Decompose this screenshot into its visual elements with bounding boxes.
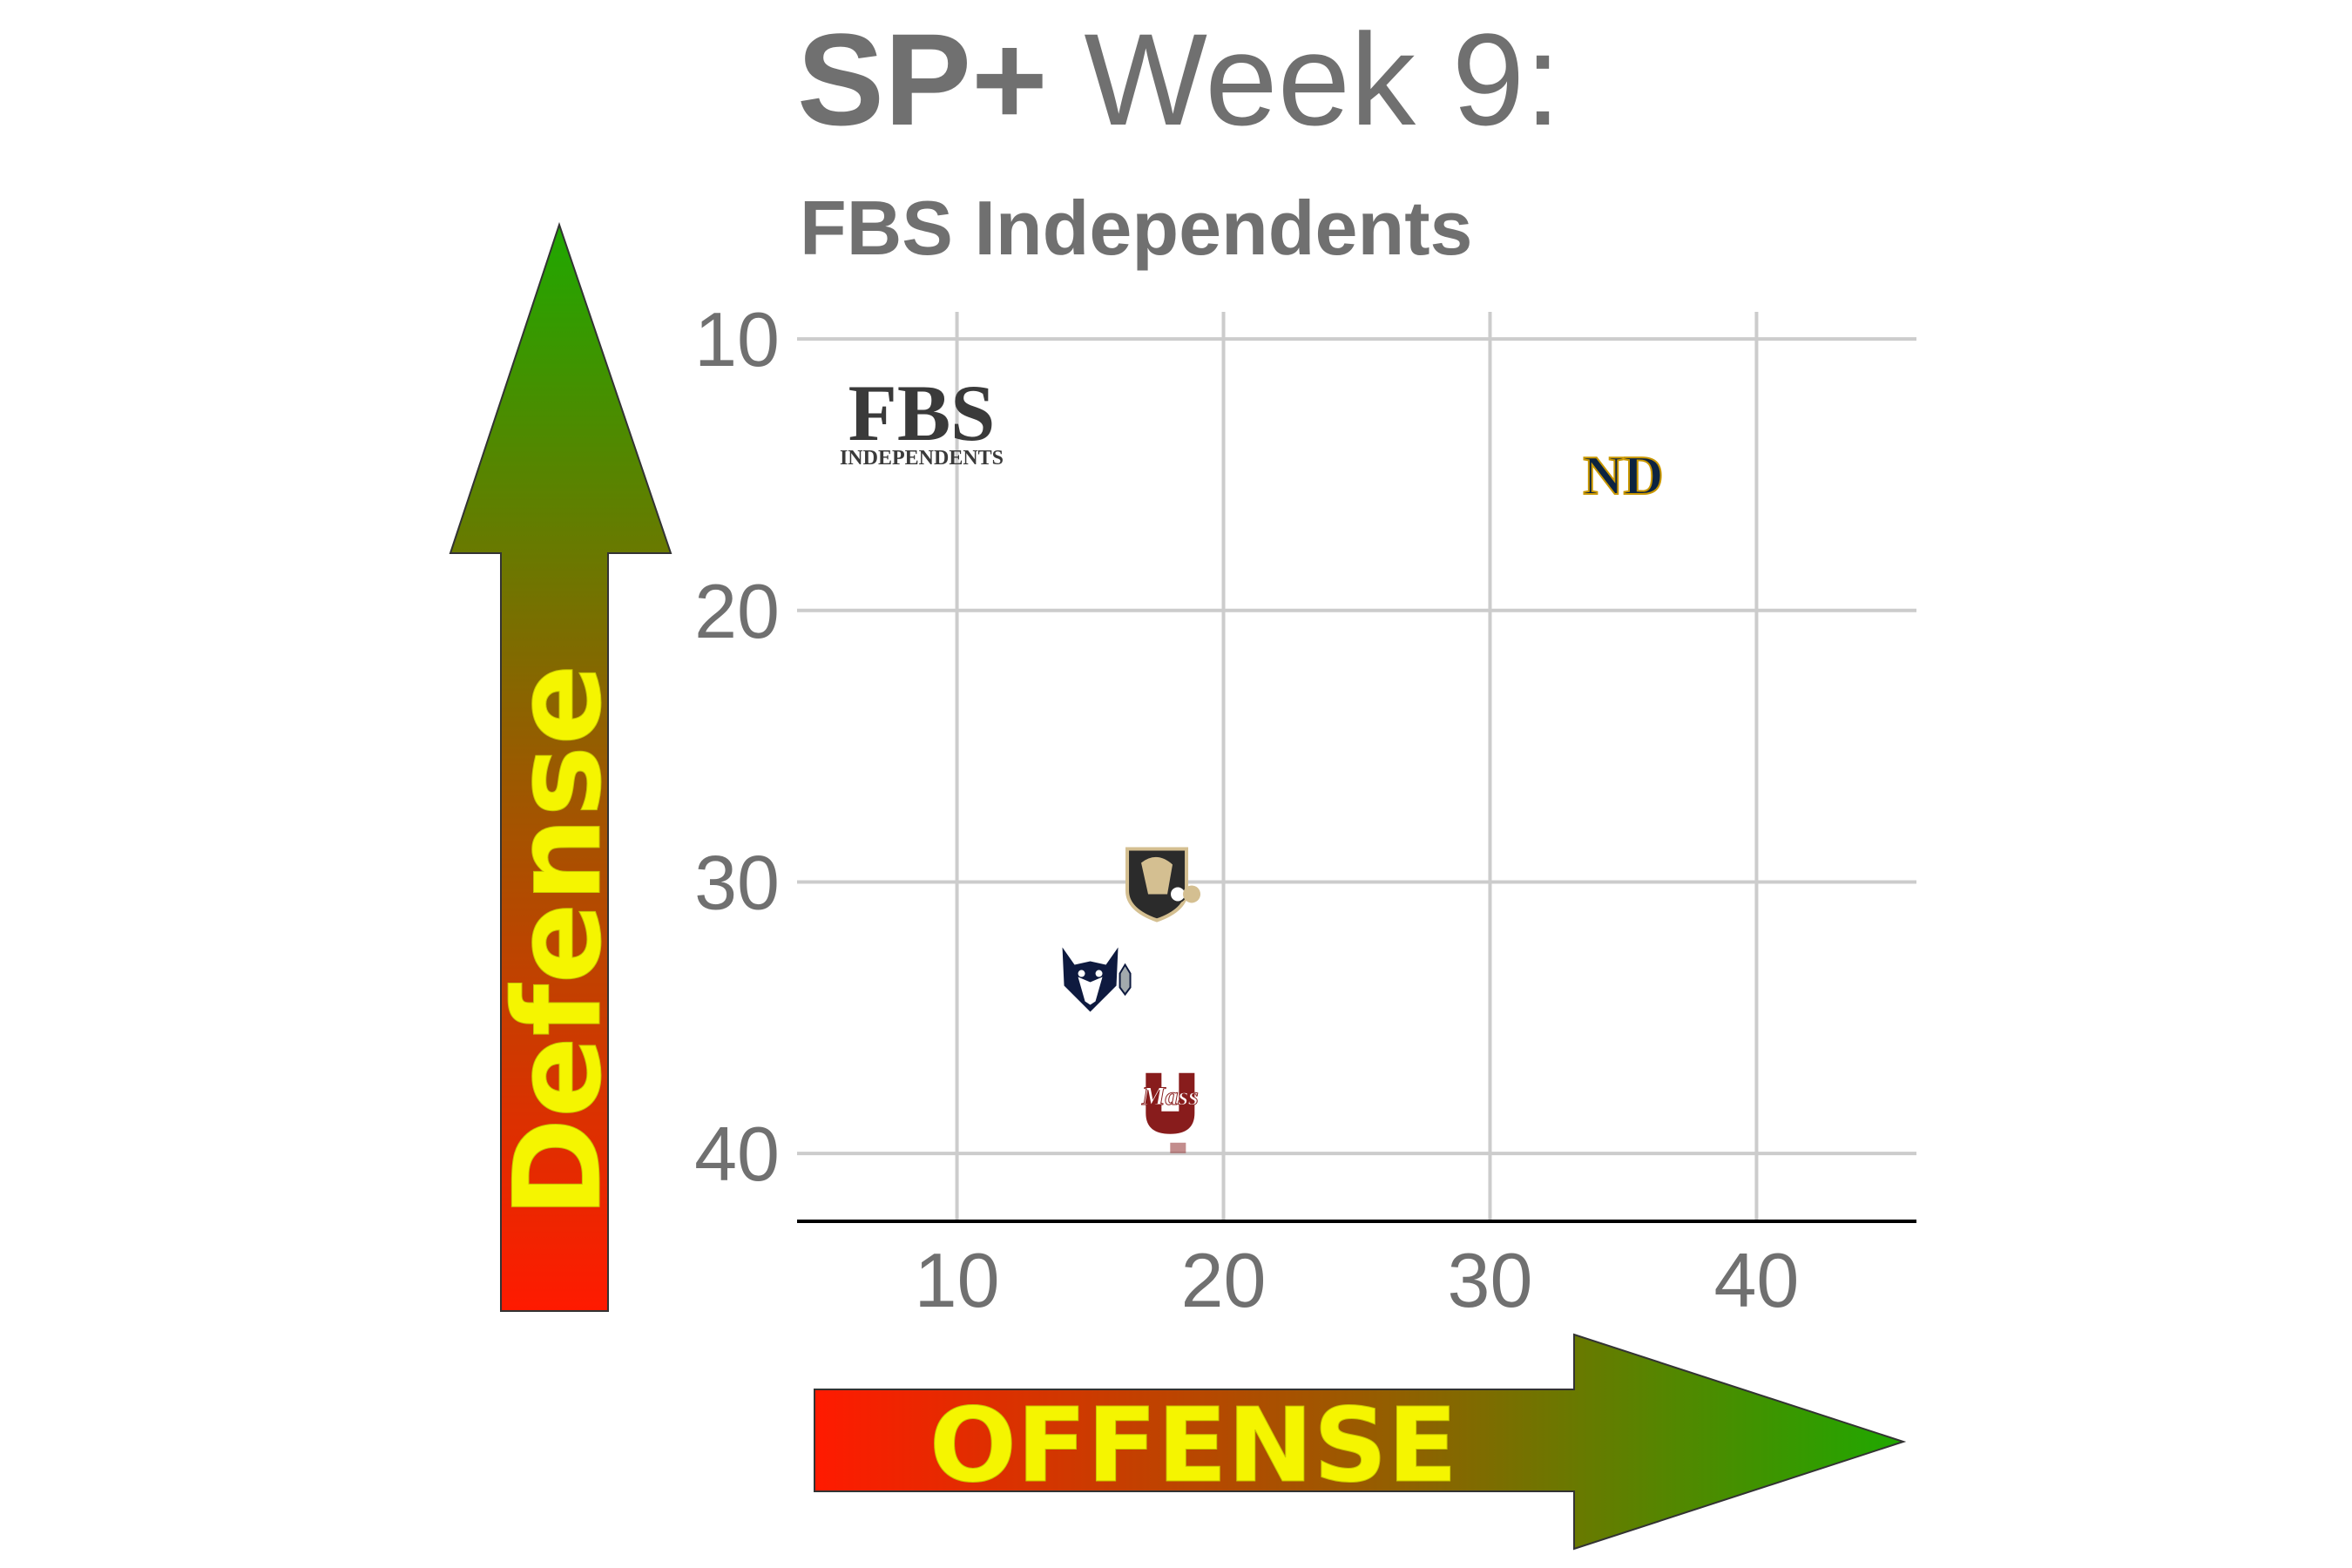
svg-text:INDEPENDENTS: INDEPENDENTS xyxy=(840,447,1004,470)
y-tick-label: 10 xyxy=(694,296,780,382)
y-tick-label: 20 xyxy=(694,568,780,654)
x-tick-label: 40 xyxy=(1713,1237,1799,1323)
y-tick-label: 30 xyxy=(694,839,780,925)
chart-title: SP+ Week 9: xyxy=(797,6,1561,152)
x-tick-label: 10 xyxy=(915,1237,1000,1323)
x-tick-label: 30 xyxy=(1448,1237,1533,1323)
army-logo xyxy=(1125,847,1201,923)
svg-text:FBS: FBS xyxy=(848,368,996,457)
svg-text:Mass: Mass xyxy=(1141,1082,1199,1111)
gridlines xyxy=(797,312,1916,1221)
svg-text:ND: ND xyxy=(1583,444,1663,506)
offense-arrow: OFFENSE xyxy=(814,1333,1907,1551)
defense-label: Defense xyxy=(488,664,628,1218)
tick-labels: 10 20 30 40 10 20 30 40 xyxy=(694,296,1799,1323)
x-tick-label: 20 xyxy=(1181,1237,1267,1323)
umass-logo: Mass xyxy=(1140,1072,1199,1153)
team-points: ND Mass xyxy=(1062,443,1665,1153)
defense-arrow: Defense xyxy=(449,221,672,1312)
uconn-logo xyxy=(1062,947,1132,1012)
offense-label: OFFENSE xyxy=(929,1385,1457,1505)
y-tick-label: 40 xyxy=(694,1111,780,1197)
nd-logo: ND xyxy=(1582,443,1664,507)
fbs-independents-logo: FBS INDEPENDENTS xyxy=(840,368,1004,470)
chart-subtitle: FBS Independents xyxy=(800,185,1473,271)
